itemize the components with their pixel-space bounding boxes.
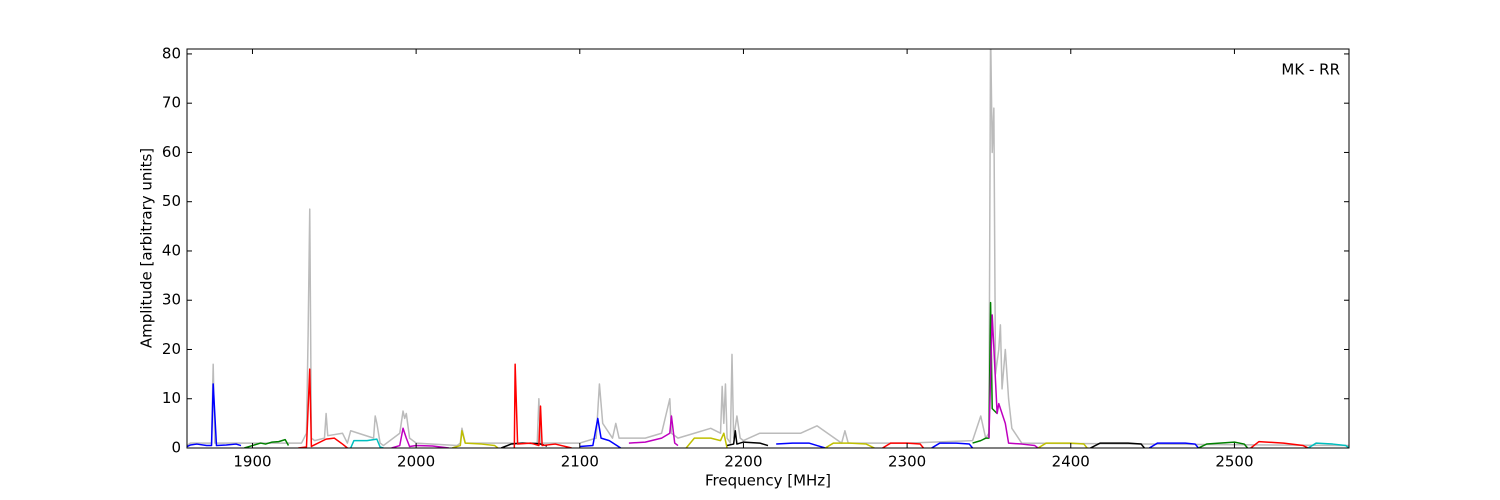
line-series <box>1250 440 1309 448</box>
x-tick-label: 2400 <box>1052 453 1090 471</box>
line-series <box>1148 442 1200 448</box>
y-tick-label: 10 <box>162 389 181 407</box>
x-tick-label: 2500 <box>1215 453 1253 471</box>
y-tick-label: 0 <box>171 439 181 457</box>
line-series <box>187 49 1349 447</box>
line-series <box>1307 442 1349 448</box>
line-series <box>1090 442 1145 448</box>
line-series <box>244 438 290 448</box>
y-tick-label: 70 <box>162 94 181 112</box>
y-tick-label: 30 <box>162 291 181 309</box>
annotation: MK - RR <box>1281 61 1340 79</box>
y-tick-label: 60 <box>162 143 181 161</box>
line-series <box>298 368 348 448</box>
line-series <box>1198 441 1249 448</box>
axes-frame <box>186 48 1350 449</box>
line-series <box>931 442 974 448</box>
line-series <box>776 442 826 448</box>
line-series <box>349 438 384 448</box>
y-axis-label: Amplitude [arbitrary units] <box>138 148 156 348</box>
plot-area <box>187 49 1349 448</box>
x-tick-label: 1900 <box>233 453 271 471</box>
line-series <box>187 383 242 448</box>
x-tick-label: 2300 <box>888 453 926 471</box>
line-series <box>685 432 728 448</box>
line-series <box>579 417 622 448</box>
y-tick-label: 20 <box>162 340 181 358</box>
line-series <box>824 442 875 448</box>
y-tick-label: 80 <box>162 44 181 62</box>
x-tick-label: 2200 <box>724 453 762 471</box>
line-series <box>628 415 679 447</box>
x-axis-label: Frequency [MHz] <box>705 472 831 490</box>
line-series <box>391 427 449 448</box>
y-tick-label: 40 <box>162 241 181 259</box>
line-series <box>988 314 1039 448</box>
x-tick-label: 2100 <box>561 453 599 471</box>
x-tick-label: 2000 <box>397 453 435 471</box>
line-series <box>726 430 769 447</box>
y-tick-label: 50 <box>162 192 181 210</box>
line-series <box>451 430 499 448</box>
line-series <box>513 363 572 448</box>
